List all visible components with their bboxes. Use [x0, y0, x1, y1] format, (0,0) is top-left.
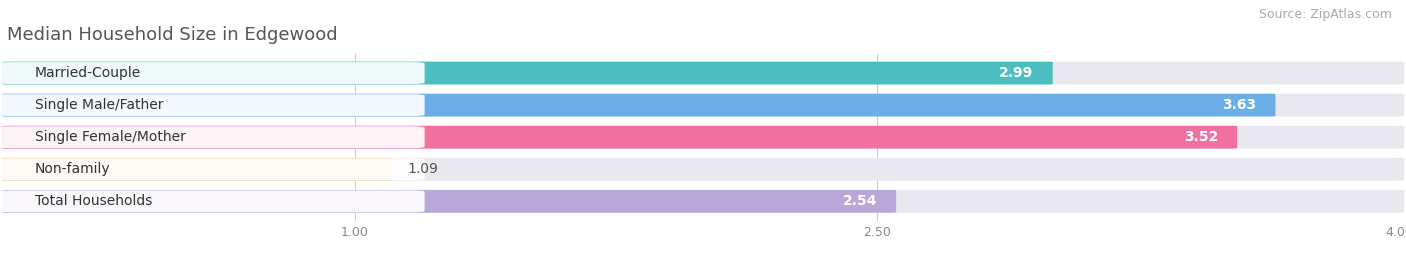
FancyBboxPatch shape	[1, 190, 896, 213]
FancyBboxPatch shape	[0, 94, 425, 116]
FancyBboxPatch shape	[1, 62, 1053, 84]
FancyBboxPatch shape	[0, 158, 425, 180]
Text: 3.52: 3.52	[1184, 130, 1218, 144]
Text: Total Households: Total Households	[35, 194, 152, 208]
FancyBboxPatch shape	[1, 62, 1405, 84]
FancyBboxPatch shape	[0, 62, 425, 84]
FancyBboxPatch shape	[1, 126, 1237, 148]
Text: Median Household Size in Edgewood: Median Household Size in Edgewood	[7, 26, 337, 44]
Text: 2.99: 2.99	[1000, 66, 1033, 80]
Text: Single Male/Father: Single Male/Father	[35, 98, 163, 112]
FancyBboxPatch shape	[1, 190, 1405, 213]
Text: Non-family: Non-family	[35, 162, 111, 176]
Text: Married-Couple: Married-Couple	[35, 66, 141, 80]
FancyBboxPatch shape	[0, 190, 425, 212]
FancyBboxPatch shape	[1, 126, 1405, 148]
FancyBboxPatch shape	[1, 94, 1275, 116]
FancyBboxPatch shape	[1, 158, 1405, 181]
Text: 2.54: 2.54	[842, 194, 877, 208]
FancyBboxPatch shape	[0, 126, 425, 148]
Text: Single Female/Mother: Single Female/Mother	[35, 130, 186, 144]
FancyBboxPatch shape	[1, 94, 1405, 116]
Text: 3.63: 3.63	[1222, 98, 1257, 112]
Text: Source: ZipAtlas.com: Source: ZipAtlas.com	[1258, 8, 1392, 21]
Text: 1.09: 1.09	[408, 162, 439, 176]
FancyBboxPatch shape	[1, 158, 391, 181]
